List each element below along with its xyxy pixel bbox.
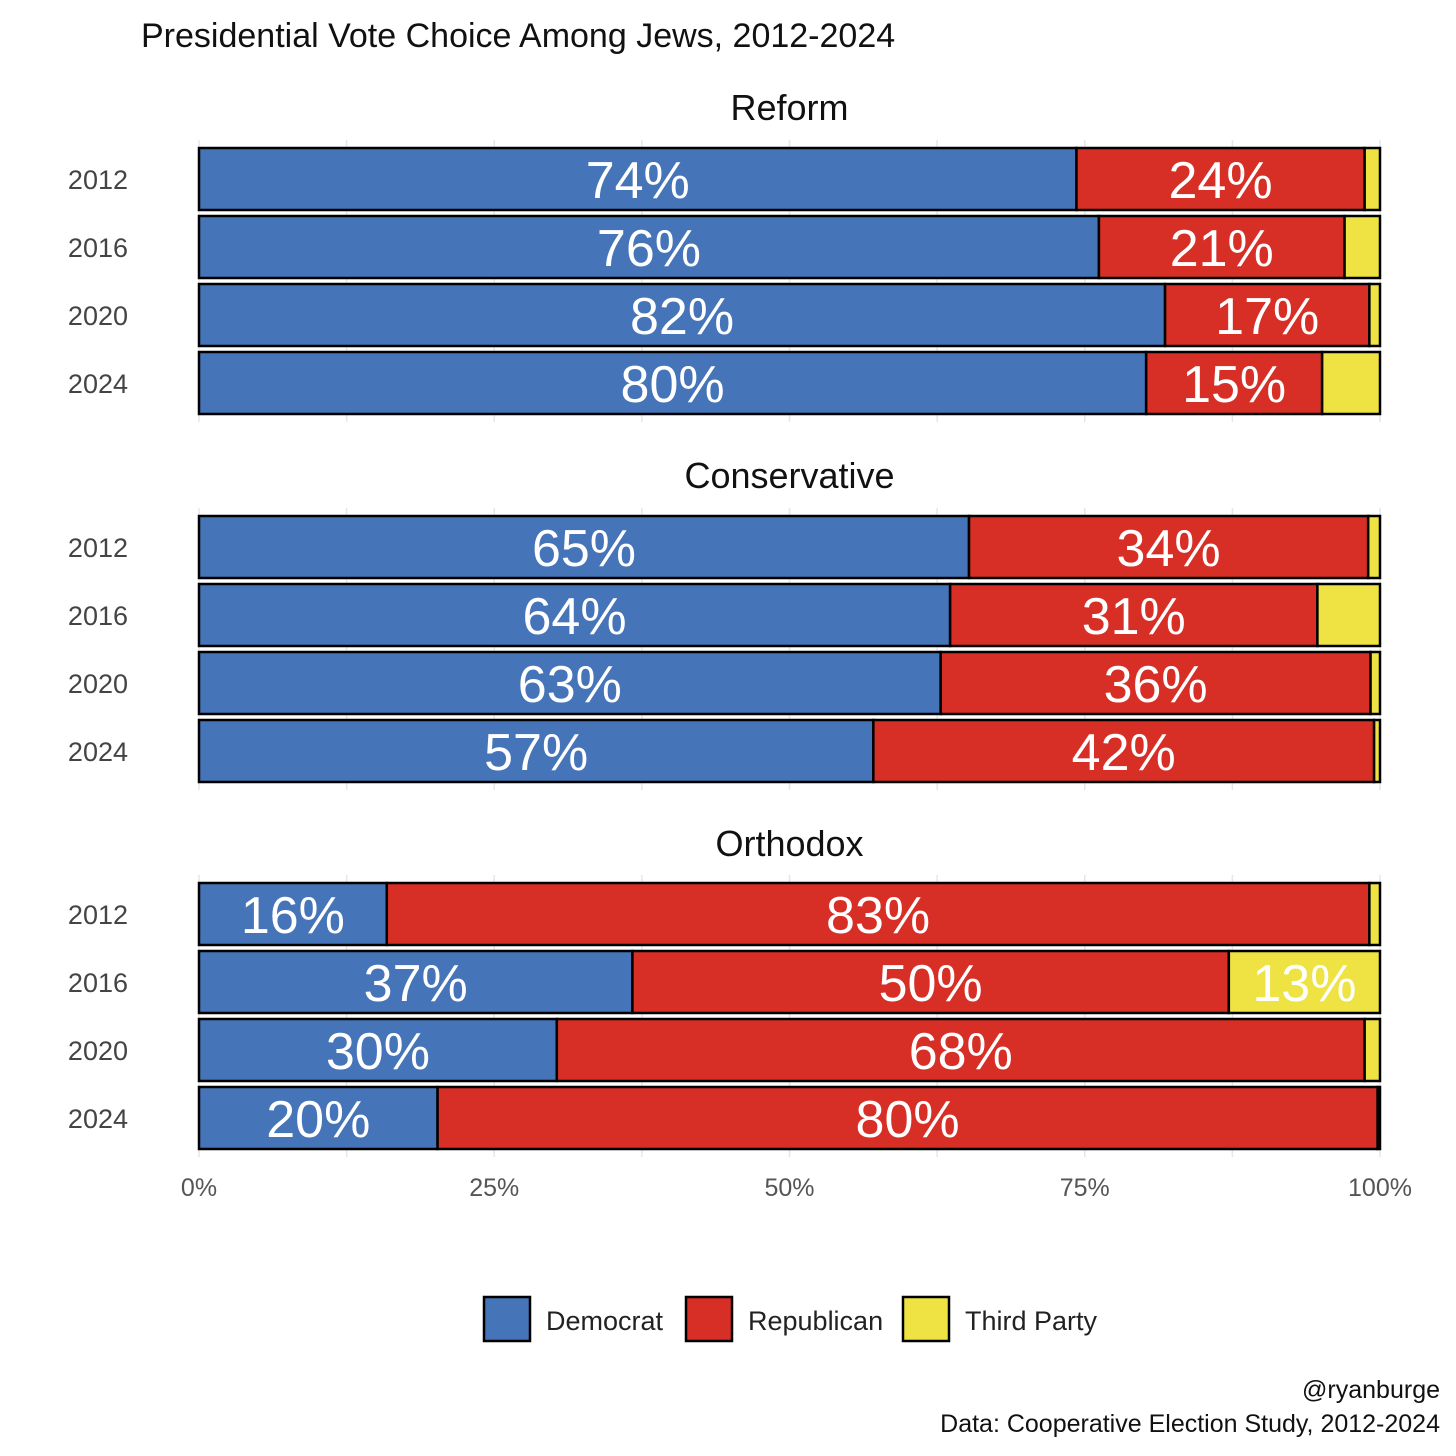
caption-source: Data: Cooperative Election Study, 2012-2… (940, 1410, 1440, 1438)
bar-republican (1163, 282, 1371, 348)
bar-republican (948, 582, 1319, 648)
bar-republican (555, 1017, 1366, 1083)
bar-third-party (1368, 282, 1382, 348)
bar-third-party (1372, 718, 1382, 784)
data-label: 74% (586, 152, 690, 210)
x-tick-label: 0% (181, 1174, 217, 1202)
bar-democrat (197, 282, 1167, 348)
y-tick-label: 2020 (68, 1036, 128, 1066)
bar-third-party (1363, 1017, 1382, 1083)
data-label: 80% (856, 1091, 960, 1149)
bar-republican (631, 949, 1231, 1015)
facet-title: Orthodox (715, 823, 863, 864)
bar-republican (1075, 146, 1366, 212)
legend-label: Republican (748, 1306, 883, 1336)
legend-item-republican: Republican (684, 1295, 883, 1343)
data-label: 83% (826, 887, 930, 945)
caption-handle: @ryanburge (1302, 1376, 1440, 1404)
facet-title: Conservative (684, 455, 894, 496)
legend-item-democrat: Democrat (482, 1295, 664, 1343)
bar-third-party (1316, 582, 1382, 648)
y-tick-label: 2020 (68, 669, 128, 699)
data-label: 15% (1182, 356, 1286, 414)
y-tick-label: 2024 (68, 737, 128, 767)
data-label: 82% (630, 288, 734, 346)
legend-swatch (901, 1295, 951, 1343)
y-tick-label: 2012 (68, 533, 128, 563)
bar-republican (1097, 214, 1346, 280)
bar-republican (939, 650, 1372, 716)
data-label: 16% (241, 887, 345, 945)
bar-democrat (197, 1017, 559, 1083)
y-tick-label: 2016 (68, 601, 128, 631)
y-tick-label: 2016 (68, 233, 128, 263)
bar-democrat (197, 881, 389, 947)
data-label: 21% (1170, 220, 1274, 278)
data-label: 30% (326, 1023, 430, 1081)
legend-label: Democrat (546, 1306, 664, 1336)
bar-democrat (197, 214, 1101, 280)
y-tick-label: 2024 (68, 1104, 128, 1134)
data-label: 65% (532, 520, 636, 578)
data-label: 68% (909, 1023, 1013, 1081)
bar-third-party (1227, 949, 1382, 1015)
facet-reform: Reform 2012 74% 24% 2016 76% 21% 2020 82% 17% 2024… (68, 87, 1382, 422)
bar-democrat (197, 1085, 439, 1151)
data-label: 50% (879, 955, 983, 1013)
plot-area: Reform 2012 74% 24% 2016 76% 21% 2020 82% 17% 2024… (68, 87, 1412, 1202)
bar-democrat (197, 650, 942, 716)
legend-swatch (482, 1295, 532, 1343)
bar-third-party (1376, 1085, 1382, 1151)
bar-republican (436, 1085, 1379, 1151)
y-tick-label: 2012 (68, 165, 128, 195)
data-label: 37% (364, 955, 468, 1013)
legend-label: Third Party (965, 1306, 1098, 1336)
data-label: 31% (1082, 588, 1186, 646)
bar-republican (385, 881, 1371, 947)
data-label: 57% (484, 724, 588, 782)
data-label: 13% (1252, 955, 1356, 1013)
bar-third-party (1363, 146, 1382, 212)
bar-third-party (1368, 881, 1382, 947)
data-label: 20% (266, 1091, 370, 1149)
bar-republican (967, 514, 1370, 580)
x-tick-label: 100% (1348, 1174, 1412, 1202)
y-tick-label: 2012 (68, 900, 128, 930)
facet-title: Reform (730, 87, 848, 128)
x-tick-label: 75% (1060, 1174, 1110, 1202)
bar-third-party (1320, 350, 1382, 416)
legend: Democrat Republican Third Party (482, 1295, 1098, 1343)
data-label: 36% (1104, 656, 1208, 714)
bar-republican (872, 718, 1376, 784)
y-tick-label: 2020 (68, 301, 128, 331)
data-label: 80% (621, 356, 725, 414)
facet-orthodox: Orthodox 2012 16% 83% 2016 37% 50% 13% 2020 30% 68… (68, 823, 1382, 1157)
data-label: 64% (523, 588, 627, 646)
data-label: 17% (1215, 288, 1319, 346)
data-label: 63% (518, 656, 622, 714)
bar-third-party (1343, 214, 1382, 280)
bar-third-party (1366, 514, 1382, 580)
y-tick-label: 2024 (68, 369, 128, 399)
x-tick-label: 50% (764, 1174, 814, 1202)
bar-democrat (197, 350, 1148, 416)
facet-conservative: Conservative 2012 65% 34% 2016 64% 31% 2020 63% 3… (68, 455, 1382, 790)
data-label: 76% (597, 220, 701, 278)
y-tick-label: 2016 (68, 968, 128, 998)
legend-swatch (684, 1295, 734, 1343)
x-tick-label: 25% (469, 1174, 519, 1202)
bar-democrat (197, 718, 875, 784)
bar-third-party (1369, 650, 1382, 716)
chart-title: Presidential Vote Choice Among Jews, 201… (141, 17, 895, 55)
data-label: 24% (1169, 152, 1273, 210)
legend-item-third-party: Third Party (901, 1295, 1098, 1343)
data-label: 34% (1117, 520, 1221, 578)
data-label: 42% (1072, 724, 1176, 782)
